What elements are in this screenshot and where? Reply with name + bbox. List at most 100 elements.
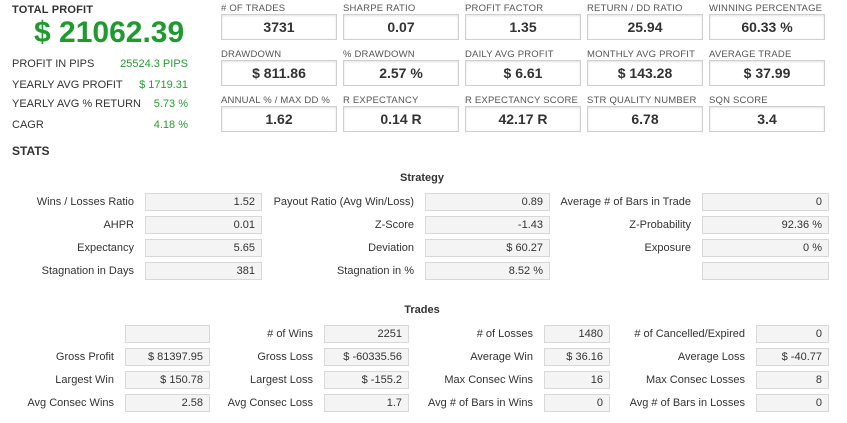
metric-label-str-quality: STR QUALITY NUMBER	[587, 95, 697, 106]
metric-label-r-expectancy: R EXPECTANCY	[343, 95, 419, 106]
total-profit-label: TOTAL PROFIT	[12, 4, 94, 16]
summary-label: YEARLY AVG % RETURN	[12, 98, 141, 110]
summary-row-yearly-avg-return: YEARLY AVG % RETURN 5.73 %	[12, 98, 188, 112]
metric-value-monthly-avg: $ 143.28	[587, 60, 703, 86]
trade-label: Avg # of Bars in Wins	[428, 397, 533, 409]
trade-value: 1.7	[324, 394, 409, 412]
metric-value-return-dd: 25.94	[587, 14, 703, 40]
metric-value-drawdown: $ 811.86	[221, 60, 337, 86]
metric-value-trades: 3731	[221, 14, 337, 40]
trade-label: Largest Win	[55, 374, 114, 386]
metric-label-sqn-score: SQN SCORE	[709, 95, 768, 106]
summary-row-profit-in-pips: PROFIT IN PIPS 25524.3 PIPS	[12, 58, 188, 72]
metric-label-drawdown: DRAWDOWN	[221, 49, 282, 60]
metric-value-winning-pct: 60.33 %	[709, 14, 825, 40]
stat-label: Expectancy	[77, 242, 134, 254]
trade-label: Max Consec Losses	[645, 374, 745, 386]
metric-value-annual-maxdd: 1.62	[221, 106, 337, 132]
metric-label-r-expectancy-score: R EXPECTANCY SCORE	[465, 95, 579, 106]
stat-value: 381	[145, 262, 262, 280]
trade-label: Gross Loss	[257, 351, 313, 363]
trade-value: $ 150.78	[125, 371, 210, 389]
metric-value-daily-avg: $ 6.61	[465, 60, 581, 86]
metric-label-daily-avg: DAILY AVG PROFIT	[465, 49, 554, 60]
trade-value: $ 81397.95	[125, 348, 210, 366]
stat-value	[702, 262, 829, 280]
metric-label-annual-maxdd: ANNUAL % / MAX DD %	[221, 95, 331, 106]
metric-value-profit-factor: 1.35	[465, 14, 581, 40]
metric-value-r-expectancy-score: 42.17 R	[465, 106, 581, 132]
metric-label-profit-factor: PROFIT FACTOR	[465, 3, 544, 14]
stat-value: 5.65	[145, 239, 262, 257]
stat-value: 1.52	[145, 193, 262, 211]
trade-label: Max Consec Wins	[444, 374, 533, 386]
trade-label: Average Loss	[677, 351, 745, 363]
stats-heading: STATS	[12, 144, 50, 158]
trade-value: 16	[544, 371, 610, 389]
metric-value-pct-drawdown: 2.57 %	[343, 60, 459, 86]
metric-value-str-quality: 6.78	[587, 106, 703, 132]
trade-label: Avg Consec Wins	[27, 397, 114, 409]
summary-label: CAGR	[12, 119, 44, 131]
summary-value: 25524.3 PIPS	[120, 58, 188, 70]
stat-value: 0 %	[702, 239, 829, 257]
summary-label: YEARLY AVG PROFIT	[12, 79, 123, 91]
trade-value: 2.58	[125, 394, 210, 412]
summary-row-yearly-avg-profit: YEARLY AVG PROFIT $ 1719.31	[12, 79, 188, 93]
trade-label: Largest Loss	[250, 374, 313, 386]
trade-value: $ -60335.56	[324, 348, 409, 366]
trade-value: $ 36.16	[544, 348, 610, 366]
stat-value: -1.43	[425, 216, 550, 234]
metric-label-return-dd: RETURN / DD RATIO	[587, 3, 683, 14]
trade-value: 8	[756, 371, 829, 389]
metric-value-sqn-score: 3.4	[709, 106, 825, 132]
metric-label-average-trade: AVERAGE TRADE	[709, 49, 792, 60]
stat-value: 0	[702, 193, 829, 211]
strategy-section-title: Strategy	[399, 172, 445, 184]
trade-value: $ -155.2	[324, 371, 409, 389]
metric-label-sharpe: SHARPE RATIO	[343, 3, 416, 14]
trade-value	[125, 325, 210, 343]
metric-label-winning-pct: WINNING PERCENTAGE	[709, 3, 823, 14]
total-profit-value: $ 21062.39	[34, 16, 185, 49]
stat-label: Z-Probability	[629, 219, 691, 231]
metric-value-sharpe: 0.07	[343, 14, 459, 40]
stat-value: 8.52 %	[425, 262, 550, 280]
metric-label-pct-drawdown: % DRAWDOWN	[343, 49, 415, 60]
trade-label: Average Win	[470, 351, 533, 363]
stat-value: 92.36 %	[702, 216, 829, 234]
trade-value: 0	[756, 325, 829, 343]
summary-value: 5.73 %	[153, 98, 188, 110]
stat-label: Payout Ratio (Avg Win/Loss)	[273, 196, 414, 208]
stat-label: Average # of Bars in Trade	[560, 196, 691, 208]
trade-label: # of Wins	[267, 328, 313, 340]
summary-row-cagr: CAGR 4.18 %	[12, 119, 188, 133]
trade-value: $ -40.77	[756, 348, 829, 366]
stat-label: Wins / Losses Ratio	[36, 196, 134, 208]
stat-value: $ 60.27	[425, 239, 550, 257]
trade-value: 0	[544, 394, 610, 412]
stat-value: 0.89	[425, 193, 550, 211]
summary-label: PROFIT IN PIPS	[12, 58, 95, 70]
summary-value: 4.18 %	[153, 119, 188, 131]
stat-label: Stagnation in Days	[41, 265, 134, 277]
trade-value: 0	[756, 394, 829, 412]
stat-label: AHPR	[103, 219, 134, 231]
trade-label: Avg # of Bars in Losses	[629, 397, 745, 409]
trade-label: Gross Profit	[55, 351, 114, 363]
stat-label: Deviation	[368, 242, 414, 254]
stat-value: 0.01	[145, 216, 262, 234]
trade-label: # of Cancelled/Expired	[634, 328, 745, 340]
metric-label-monthly-avg: MONTHLY AVG PROFIT	[587, 49, 696, 60]
metric-value-r-expectancy: 0.14 R	[343, 106, 459, 132]
metric-value-average-trade: $ 37.99	[709, 60, 825, 86]
trades-section-title: Trades	[404, 304, 440, 316]
metric-label-trades: # OF TRADES	[221, 3, 286, 14]
trade-value: 1480	[544, 325, 610, 343]
stat-label: Z-Score	[374, 219, 414, 231]
summary-value: $ 1719.31	[139, 79, 188, 91]
trade-value: 2251	[324, 325, 409, 343]
trade-label: Avg Consec Loss	[227, 397, 313, 409]
trade-label: # of Losses	[476, 328, 533, 340]
stat-label: Exposure	[644, 242, 691, 254]
